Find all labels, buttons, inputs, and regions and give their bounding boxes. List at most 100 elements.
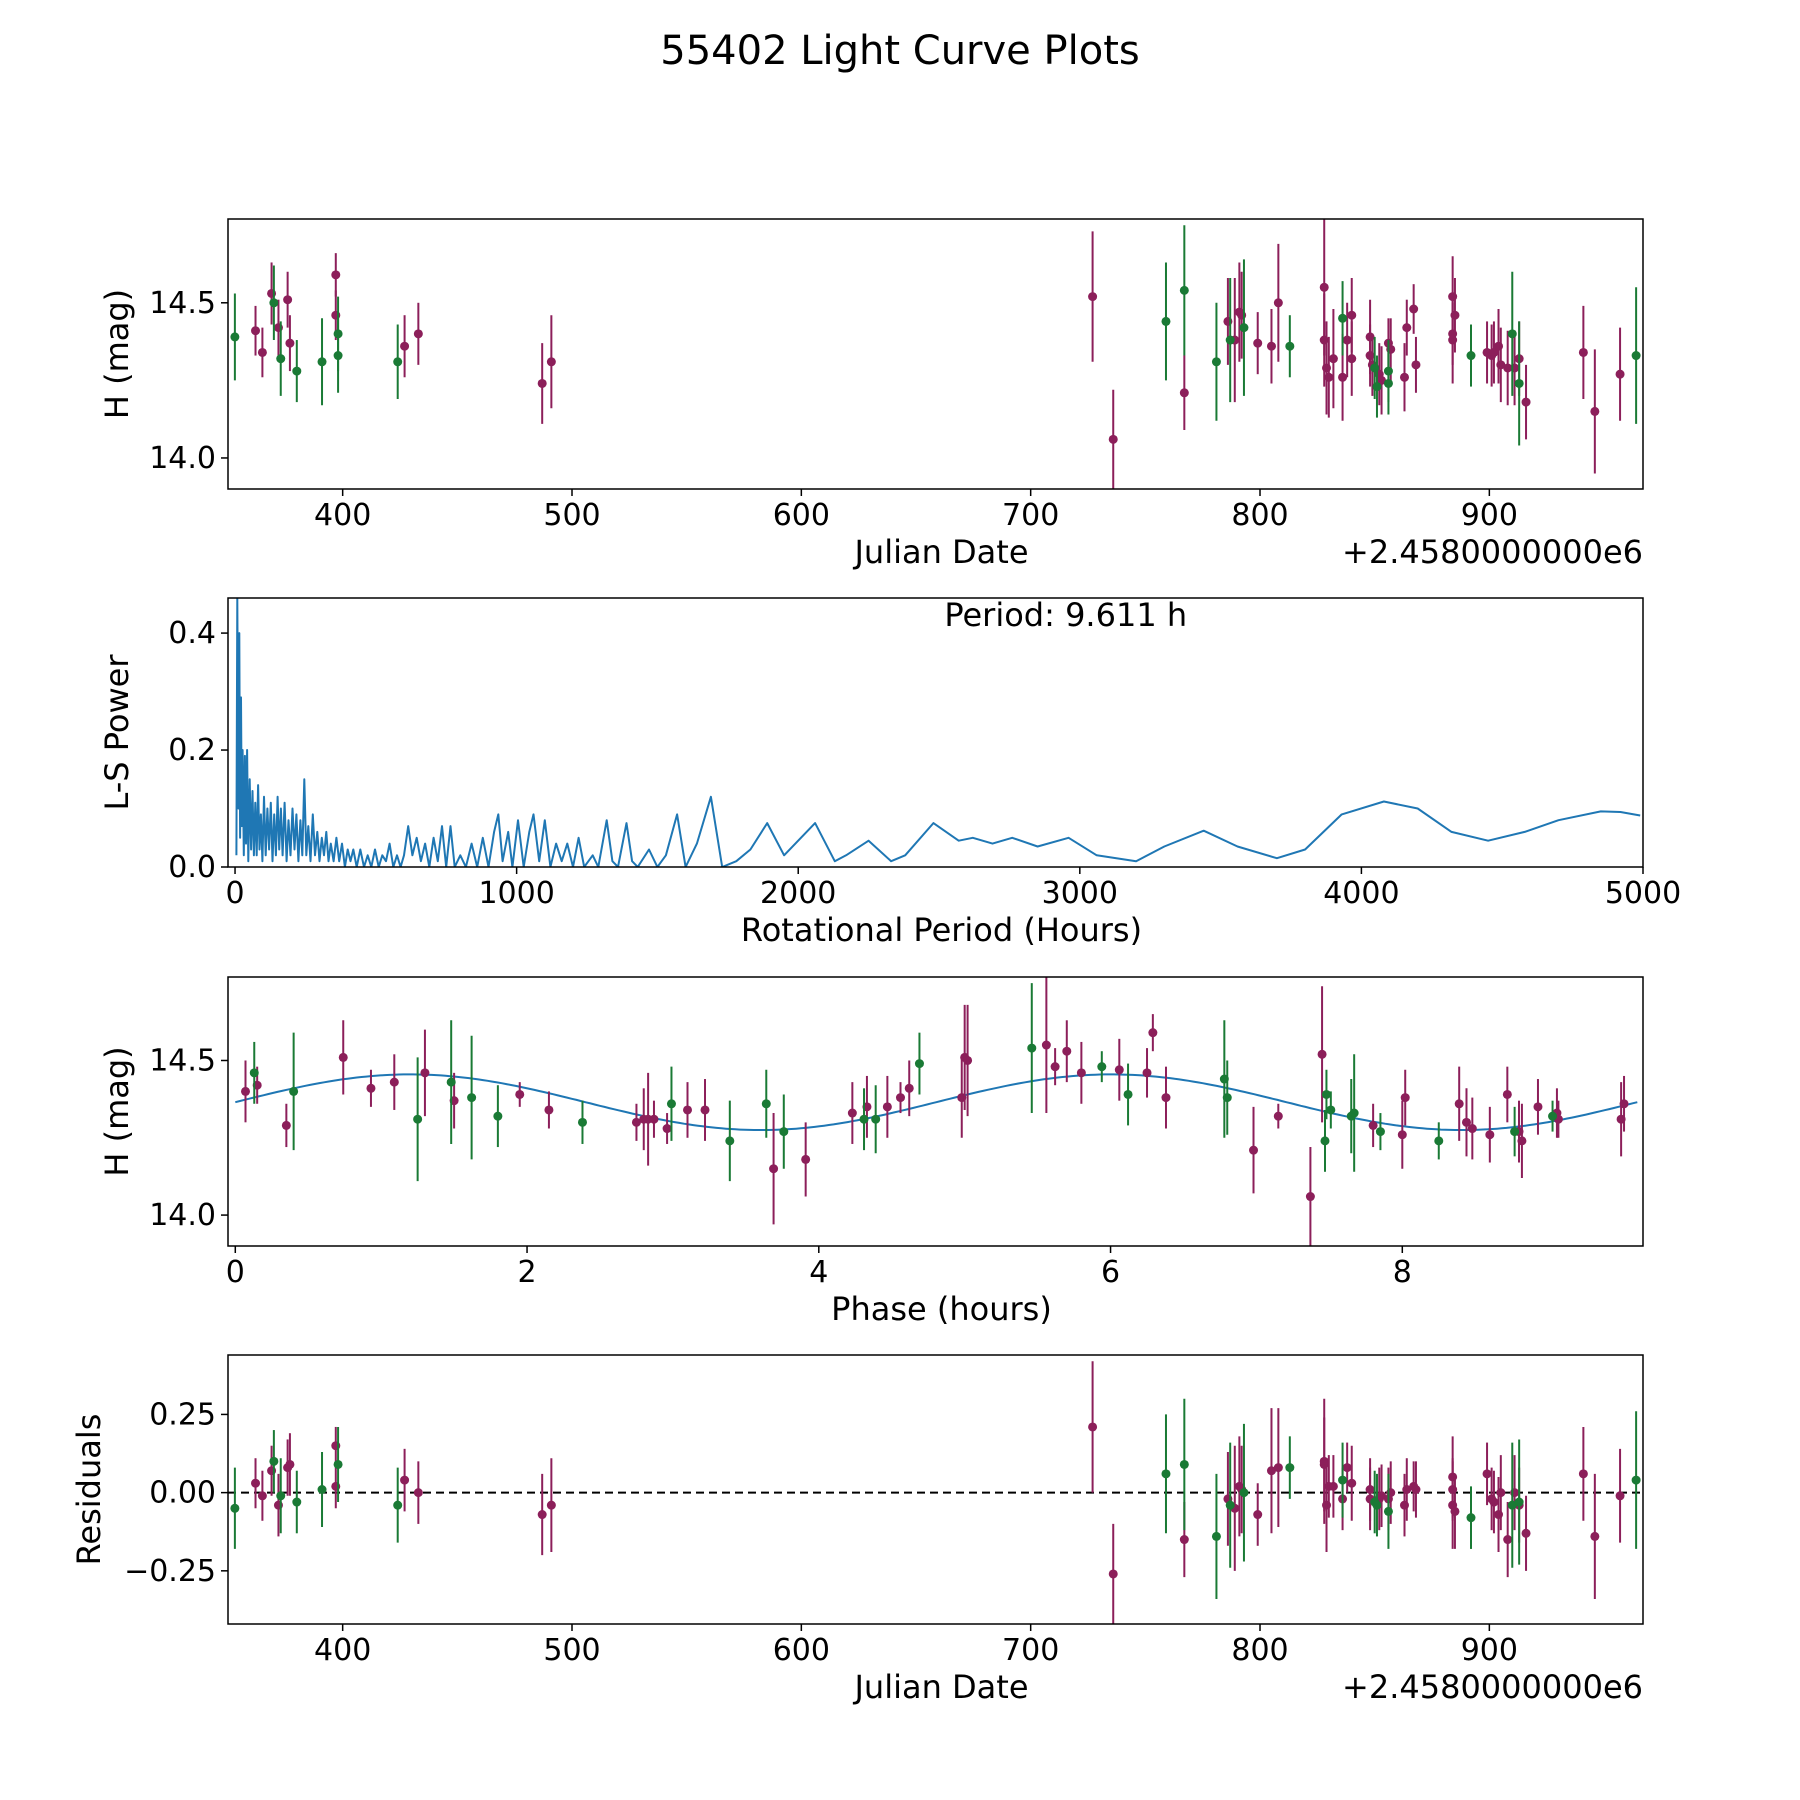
data-point [537,1510,547,1520]
data-point [1375,1127,1385,1137]
y-tick-label: 0.25 [149,1397,216,1432]
data-point [276,1491,286,1501]
data-point [1266,1466,1276,1476]
data-point [725,1136,735,1146]
data-point [257,347,267,357]
data-point [400,341,410,351]
data-point [1548,1111,1558,1121]
data-point [1253,1510,1263,1520]
data-point [1253,338,1263,348]
data-point [317,1485,327,1494]
axes-frame [227,1354,1644,1625]
data-point [1377,1491,1387,1501]
data-point [292,366,302,376]
data-point [1400,1093,1410,1103]
data-point [1088,1422,1098,1432]
data-point [1285,341,1295,351]
data-point [1338,1475,1348,1485]
data-point [1123,1089,1133,1099]
data-point [1578,347,1588,357]
data-point [895,1093,905,1103]
data-point [1510,1127,1520,1137]
y-tick-label: 0.00 [149,1476,216,1511]
data-point [389,1077,399,1087]
period-annotation: Period: 9.611 h [944,596,1187,634]
data-point [1411,360,1421,370]
data-point [331,270,341,280]
data-point [544,1105,554,1115]
data-point [1321,1089,1331,1099]
x-tick-label: 4000 [1323,876,1399,911]
data-point [269,298,279,308]
data-point [1179,1535,1189,1545]
data-point [1507,329,1517,339]
data-point [1402,323,1412,333]
x-tick-label: 900 [1461,498,1518,533]
y-axis-label: H (mag) [98,1046,136,1176]
x-tick-label: 6 [1101,1255,1120,1290]
x-offset-label: +2.4580000000e6 [1342,1668,1643,1706]
data-point [1502,1089,1512,1099]
x-tick-label: 400 [314,1633,371,1668]
x-tick-label: 8 [1393,1255,1412,1290]
data-point [1273,298,1283,308]
data-point [1179,388,1189,398]
data-point [285,338,295,348]
x-tick-label: 0 [225,876,244,911]
fit-curve [235,1073,1638,1131]
data-point [413,1114,423,1124]
data-point [1273,1463,1283,1473]
data-point [537,378,547,388]
data-point [1466,351,1476,361]
data-point [1619,1099,1629,1109]
data-point [1503,363,1513,373]
data-point [1377,375,1387,385]
data-point [1285,1463,1295,1473]
data-point [1179,285,1189,295]
axes-frame [227,597,1644,868]
series-line [235,598,1641,867]
data-point [317,357,327,367]
data-point [1372,1500,1382,1510]
data-point [1397,1130,1407,1140]
x-tick-label: 4 [809,1255,828,1290]
data-point [467,1093,477,1103]
data-point [1328,354,1338,364]
data-point [515,1089,525,1099]
data-point [963,1055,973,1065]
data-point [1533,1102,1543,1112]
data-point [400,1475,410,1485]
x-axis-label: Julian Date [852,1668,1028,1706]
axes-frame [227,976,1644,1247]
panel-lightcurve: 400 500 600 700 800 900 14.0 14.5 Julian Date H (… [98,218,1644,571]
data-point [1615,1491,1625,1501]
data-point [1050,1062,1060,1072]
data-point [882,1102,892,1112]
x-axis-label: Julian Date [852,533,1028,571]
x-axis-label: Rotational Period (Hours) [741,911,1142,949]
data-point [1402,1485,1412,1494]
data-point [847,1108,857,1118]
series-filter-a [251,219,1625,489]
x-tick-label: 5000 [1605,876,1681,911]
data-point [683,1105,693,1115]
data-point [662,1124,672,1134]
y-axis-label: H (mag) [98,289,136,419]
y-axis-label: Residuals [70,1414,108,1566]
data-point [230,332,240,342]
x-tick-label: 700 [1002,1633,1059,1668]
data-point [393,1500,403,1510]
x-tick-label: 500 [543,1633,600,1668]
data-point [1461,1117,1471,1127]
data-point [1496,1488,1506,1498]
data-point [1496,360,1506,370]
data-point [1482,1469,1492,1479]
data-point [859,1114,869,1124]
data-point [1211,1531,1221,1541]
data-point [1521,397,1531,407]
data-point [546,357,556,367]
x-tick-label: 2000 [760,876,836,911]
x-tick-label: 800 [1231,1633,1288,1668]
data-point [1342,335,1352,345]
